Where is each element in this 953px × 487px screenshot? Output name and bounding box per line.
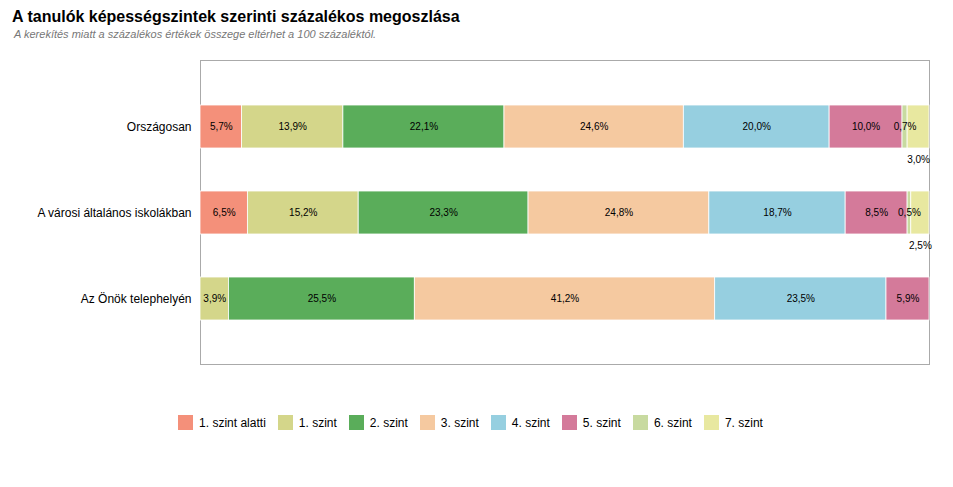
html-text:1. szint: 1. szint: [298, 415, 337, 430]
html-text:2. szint: 2. szint: [369, 415, 408, 430]
html-text:5. szint: 5. szint: [582, 415, 621, 430]
svg-text:24,8%: 24,8%: [605, 207, 633, 218]
svg-text:22,1%: 22,1%: [410, 121, 438, 132]
svg-text:25,5%: 25,5%: [308, 293, 336, 304]
html-text:A tanulók képességszintek szer: A tanulók képességszintek szerinti száza…: [12, 8, 460, 25]
svg-text:2,5%: 2,5%: [909, 240, 932, 251]
html-text:A kerekítés miatt a százalékos: A kerekítés miatt a százalékos értékek ö…: [14, 28, 377, 40]
svg-text:23,5%: 23,5%: [787, 293, 815, 304]
svg-text:5,9%: 5,9%: [897, 293, 920, 304]
svg-text:6,5%: 6,5%: [213, 207, 236, 218]
svg-text:0,5%: 0,5%: [898, 207, 921, 218]
svg-text:A városi általános iskolákban: A városi általános iskolákban: [37, 206, 191, 220]
svg-text:3,9%: 3,9%: [203, 293, 226, 304]
html-text:7. szint: 7. szint: [724, 415, 763, 430]
svg-text:24,6%: 24,6%: [580, 121, 608, 132]
svg-text:0,7%: 0,7%: [894, 121, 917, 132]
svg-text:15,2%: 15,2%: [289, 207, 317, 218]
svg-text:41,2%: 41,2%: [551, 293, 579, 304]
svg-text:8,5%: 8,5%: [865, 207, 888, 218]
svg-text:23,3%: 23,3%: [429, 207, 457, 218]
html-text:6. szint: 6. szint: [653, 415, 692, 430]
svg-text:13,9%: 13,9%: [279, 121, 307, 132]
svg-text:3,0%: 3,0%: [907, 154, 930, 165]
svg-text:Országosan: Országosan: [127, 120, 192, 134]
svg-text:10,0%: 10,0%: [852, 121, 880, 132]
html-text:3. szint: 3. szint: [440, 415, 479, 430]
html-text:4. szint: 4. szint: [511, 415, 550, 430]
svg-text:Az Önök telephelyén: Az Önök telephelyén: [81, 292, 192, 306]
svg-text:18,7%: 18,7%: [763, 207, 791, 218]
html-text:1. szint alatti: 1. szint alatti: [199, 415, 266, 430]
svg-text:5,7%: 5,7%: [210, 121, 233, 132]
svg-text:20,0%: 20,0%: [743, 121, 771, 132]
